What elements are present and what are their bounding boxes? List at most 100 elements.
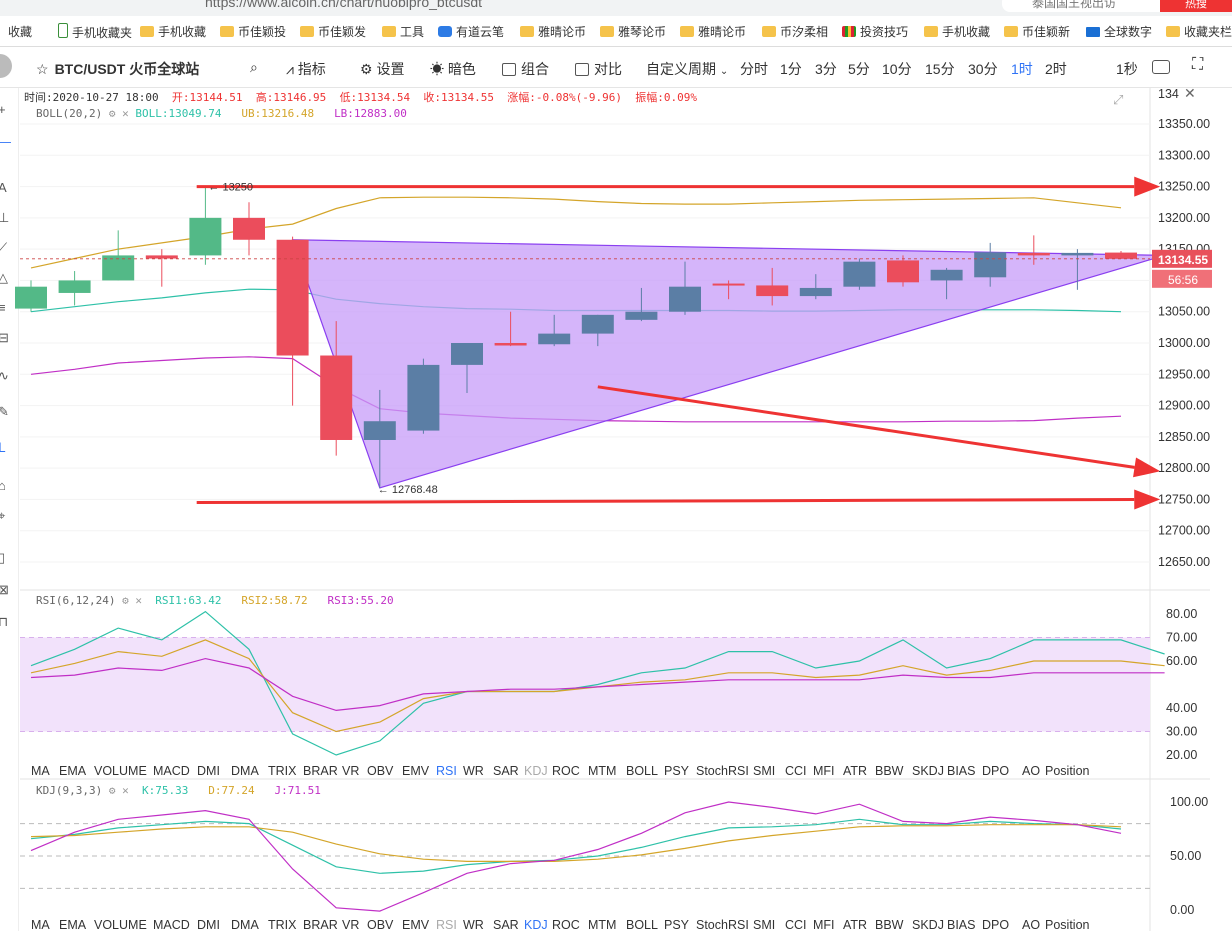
candle-body[interactable] <box>189 217 222 256</box>
indicator-tab-psy[interactable]: PSY <box>664 764 690 778</box>
indicator-tab-smi[interactable]: SMI <box>753 918 776 932</box>
indicator-tab-vr[interactable]: VR <box>342 918 360 932</box>
bookmark-item[interactable]: 币汐柔相 <box>762 23 828 40</box>
magnet-tool-icon[interactable]: ▯ <box>0 550 6 565</box>
period-1时[interactable]: 1时 <box>1011 61 1033 77</box>
indicator-tab-macd[interactable]: MACD <box>153 918 190 932</box>
bookmark-item[interactable]: 投资技巧 <box>842 23 908 40</box>
expand-panel-icon[interactable]: ⤢ <box>1113 92 1123 107</box>
candle-body[interactable] <box>843 261 876 287</box>
candle-body[interactable] <box>15 286 47 309</box>
bookmark-item[interactable]: 币佳颖发 <box>300 23 366 40</box>
indicator-tab-vr[interactable]: VR <box>342 764 360 778</box>
bookmark-item[interactable]: 收藏夹栏 <box>1166 23 1232 40</box>
indicator-tab-obv[interactable]: OBV <box>367 764 394 778</box>
fullscreen-icon[interactable]: ⛶ <box>1192 56 1204 73</box>
indicator-tab-ema[interactable]: EMA <box>59 764 87 778</box>
period-15分[interactable]: 15分 <box>925 61 955 77</box>
candle-body[interactable] <box>276 239 309 356</box>
wave-tool-icon[interactable]: ∿ <box>0 368 9 383</box>
indicator-tab-brar[interactable]: BRAR <box>303 918 338 932</box>
gear-icon[interactable]: ⚙ <box>108 107 116 120</box>
indicator-tab-kdj[interactable]: KDJ <box>524 918 548 932</box>
indicator-tab-mfi[interactable]: MFI <box>813 918 835 932</box>
kdj-name[interactable]: KDJ(9,3,3) <box>36 784 103 797</box>
candle-body[interactable] <box>625 311 658 320</box>
period-分时[interactable]: 分时 <box>740 61 768 77</box>
indicator-tab-sar[interactable]: SAR <box>493 918 519 932</box>
gear-icon[interactable]: ⚙ <box>122 594 129 607</box>
candle-body[interactable] <box>756 285 789 297</box>
indicator-tab-position[interactable]: Position <box>1045 918 1090 932</box>
settings-button[interactable]: ⚙ 设置 <box>360 59 404 79</box>
indicator-tab-boll[interactable]: BOLL <box>626 764 658 778</box>
browser-search-box[interactable]: 泰国国王视出访 <box>1002 0 1182 12</box>
candle-body[interactable] <box>1061 252 1094 256</box>
indicator-tab-trix[interactable]: TRIX <box>268 764 297 778</box>
boll-name[interactable]: BOLL(20,2) <box>36 107 103 120</box>
candle-body[interactable] <box>581 314 614 334</box>
bookmark-item[interactable]: 币佳颖投 <box>220 23 286 40</box>
indicator-tab-volume[interactable]: VOLUME <box>94 764 147 778</box>
indicator-tab-cci[interactable]: CCI <box>785 918 807 932</box>
indicator-tab-rsi[interactable]: RSI <box>436 918 457 932</box>
star-icon[interactable]: ☆ <box>36 61 49 77</box>
candle-body[interactable] <box>974 252 1007 278</box>
indicator-tab-atr[interactable]: ATR <box>843 764 868 778</box>
indicator-tab-dmi[interactable]: DMI <box>197 764 220 778</box>
line-tool-icon[interactable]: ⊥ <box>0 210 10 225</box>
indicator-tab-emv[interactable]: EMV <box>402 918 430 932</box>
indicator-tab-psy[interactable]: PSY <box>664 918 690 932</box>
candle-body[interactable] <box>145 255 178 259</box>
candle-body[interactable] <box>363 421 396 440</box>
delete-tool-icon[interactable]: ⊓ <box>0 614 9 629</box>
indicator-tab-kdj[interactable]: KDJ <box>524 764 548 778</box>
indicator-tab-ema[interactable]: EMA <box>59 918 87 932</box>
indicator-tab-bias[interactable]: BIAS <box>947 918 976 932</box>
indicator-tab-stochrsi[interactable]: StochRSI <box>696 918 749 932</box>
indicator-tab-atr[interactable]: ATR <box>843 918 868 932</box>
indicator-tab-emv[interactable]: EMV <box>402 764 430 778</box>
bookmark-item[interactable]: 收藏 <box>8 23 32 40</box>
indicator-tab-obv[interactable]: OBV <box>367 918 394 932</box>
indicator-tab-ao[interactable]: AO <box>1022 764 1041 778</box>
close-panel-icon[interactable]: ✕ <box>1184 85 1196 101</box>
candle-body[interactable] <box>538 333 571 345</box>
indicator-tab-ma[interactable]: MA <box>31 918 50 932</box>
symbol-selector[interactable]: ☆ BTC/USDT 火币全球站 <box>36 59 199 79</box>
candle-body[interactable] <box>930 269 963 281</box>
compare-button[interactable]: 对比 <box>575 59 622 79</box>
bookmark-item[interactable]: 手机收藏 <box>140 23 206 40</box>
indicator-tab-mtm[interactable]: MTM <box>588 918 617 932</box>
bookmark-item[interactable]: 雅晴论币 <box>520 23 586 40</box>
search-icon[interactable]: ⌕ <box>250 59 258 75</box>
indicator-tab-smi[interactable]: SMI <box>753 764 776 778</box>
indicator-tab-dpo[interactable]: DPO <box>982 764 1010 778</box>
indicator-tab-boll[interactable]: BOLL <box>626 918 658 932</box>
period-10分[interactable]: 10分 <box>882 61 912 77</box>
indicator-tab-volume[interactable]: VOLUME <box>94 918 147 932</box>
bookmark-item[interactable]: 全球数字 <box>1086 23 1152 40</box>
browser-address-bar[interactable]: https://www.aicoin.cn/chart/huobipro_btc… <box>0 0 1232 16</box>
indicators-button[interactable]: ⩘ 指标 <box>286 59 326 79</box>
indicator-tab-bbw[interactable]: BBW <box>875 918 904 932</box>
indicator-tab-ma[interactable]: MA <box>31 764 50 778</box>
indicator-tab-wr[interactable]: WR <box>463 764 484 778</box>
indicator-tab-dpo[interactable]: DPO <box>982 918 1010 932</box>
indicator-tab-macd[interactable]: MACD <box>153 764 190 778</box>
candle-body[interactable] <box>102 255 135 281</box>
indicator-tab-ao[interactable]: AO <box>1022 918 1041 932</box>
brush-tool-icon[interactable]: ✎ <box>0 404 9 419</box>
indicator-tab-cci[interactable]: CCI <box>785 764 807 778</box>
candle-body[interactable] <box>233 217 265 240</box>
ray-tool-icon[interactable]: ⟋ <box>0 240 8 255</box>
indicator-tab-dma[interactable]: DMA <box>231 918 259 932</box>
triangle-tool-icon[interactable]: △ <box>0 270 8 285</box>
candle-body[interactable] <box>320 355 353 440</box>
bookmark-item[interactable]: 手机收藏 <box>924 23 990 40</box>
candle-body[interactable] <box>669 286 701 312</box>
indicator-tab-rsi[interactable]: RSI <box>436 764 457 778</box>
indicator-tab-trix[interactable]: TRIX <box>268 918 297 932</box>
candle-body[interactable] <box>712 283 745 286</box>
indicator-tab-position[interactable]: Position <box>1045 764 1090 778</box>
